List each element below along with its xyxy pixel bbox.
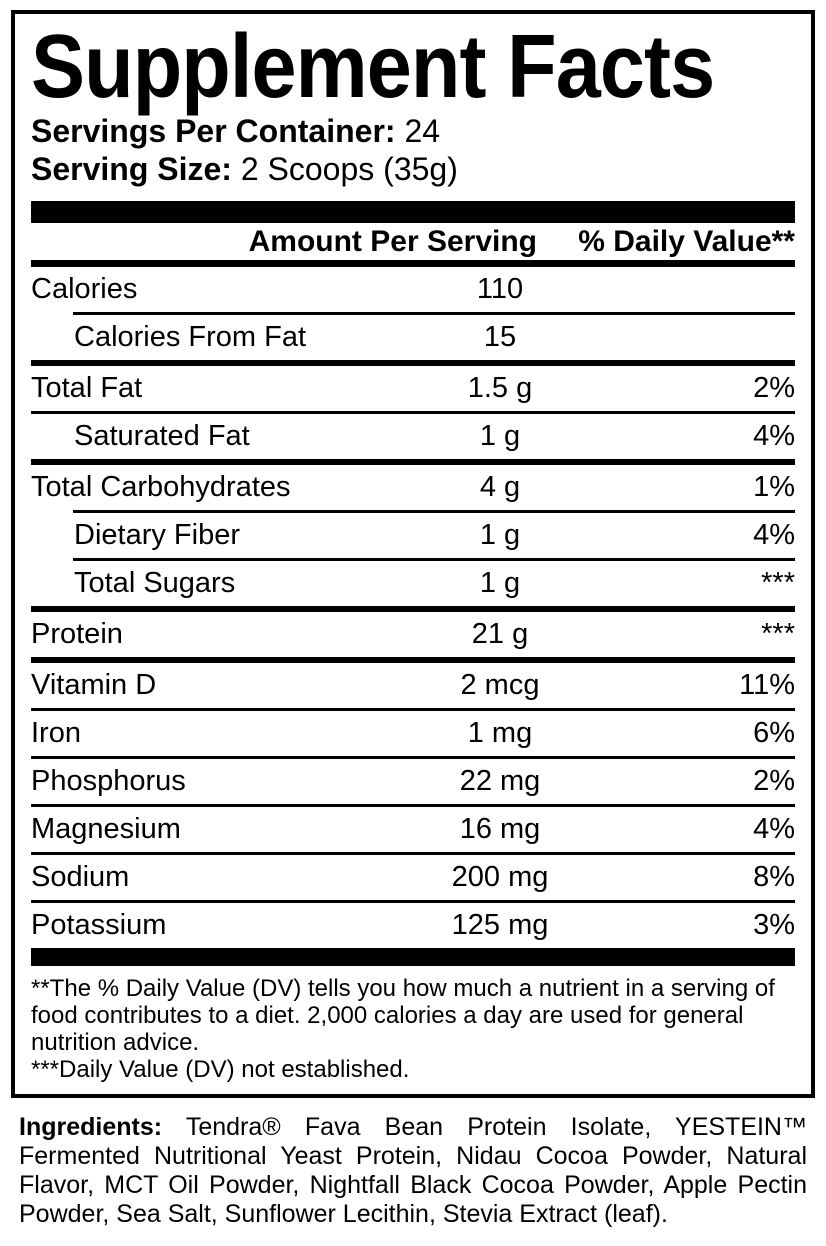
ingredients-line: Ingredients: Tendra® Fava Bean Protein I…: [19, 1113, 807, 1141]
serving-size-label: Serving Size:: [31, 151, 232, 187]
nutrient-name: Total Sugars: [74, 567, 236, 599]
row-divider: [31, 360, 795, 366]
nutrient-amount: 200 mg: [451, 861, 549, 893]
table-row: Total Carbohydrates 4 g 1%: [31, 465, 795, 510]
table-header-row: Amount Per Serving % Daily Value**: [31, 223, 795, 267]
nutrient-name: Calories From Fat: [74, 321, 307, 353]
daily-value-column-header: % Daily Value**: [578, 224, 795, 258]
row-divider: [31, 852, 795, 855]
table-row: Magnesium 16 mg 4%: [31, 807, 795, 852]
nutrient-name: Vitamin D: [31, 669, 157, 701]
table-row: Iron 1 mg 6%: [31, 711, 795, 756]
nutrient-daily-value: 8%: [753, 861, 795, 893]
table-row: Total Sugars 1 g ***: [31, 561, 795, 606]
nutrient-table: Calories 110 Calories From Fat 15 Total Fat 1…: [31, 267, 795, 948]
footnote-line: ***Daily Value (DV) not established.: [31, 1056, 410, 1083]
nutrient-amount: 21 g: [471, 618, 529, 650]
nutrient-name: Protein: [31, 618, 123, 650]
table-row: Total Fat 1.5 g 2%: [31, 366, 795, 411]
nutrient-daily-value: 4%: [753, 420, 795, 452]
row-divider: [31, 900, 795, 903]
serving-size: Serving Size: 2 Scoops (35g): [31, 150, 795, 188]
nutrient-amount: 15: [483, 321, 517, 353]
table-row: Sodium 200 mg 8%: [31, 855, 795, 900]
nutrient-name: Dietary Fiber: [74, 519, 240, 551]
nutrient-name: Calories: [31, 273, 138, 305]
row-divider: [73, 510, 795, 513]
footnote-line: nutrition advice.: [31, 1029, 200, 1056]
row-divider: [31, 459, 795, 465]
table-row: Protein 21 g ***: [31, 612, 795, 657]
nutrient-name: Iron: [31, 717, 81, 749]
row-divider: [31, 804, 795, 807]
table-row: Saturated Fat 1 g 4%: [31, 414, 795, 459]
nutrient-name: Saturated Fat: [74, 420, 250, 452]
nutrient-amount: 1 mg: [467, 717, 533, 749]
nutrient-daily-value: 4%: [753, 519, 795, 551]
servings-per-container-value: 24: [404, 113, 441, 149]
footnote-line: food contributes to a diet. 2,000 calori…: [31, 1002, 744, 1029]
serving-size-value: 2 Scoops (35g): [240, 151, 458, 187]
ingredients-label: Ingredients:: [19, 1113, 163, 1141]
nutrient-daily-value: 2%: [753, 765, 795, 797]
nutrient-daily-value: 1%: [753, 471, 795, 503]
nutrient-amount: 1 g: [479, 519, 521, 551]
ingredients-line: Fermented Nutritional Yeast Protein, Nid…: [19, 1142, 807, 1170]
footnotes: **The % Daily Value (DV) tells you how m…: [31, 975, 795, 1083]
nutrient-amount: 1 g: [479, 420, 521, 452]
nutrient-daily-value: 2%: [753, 372, 795, 404]
table-row: Dietary Fiber 1 g 4%: [31, 513, 795, 558]
row-divider: [31, 708, 795, 711]
nutrient-amount: 4 g: [479, 471, 521, 503]
servings-per-container: Servings Per Container: 24: [31, 112, 795, 150]
supplement-facts-panel: Supplement Facts Servings Per Container:…: [11, 10, 815, 1098]
nutrient-amount: 22 mg: [459, 765, 541, 797]
table-row: Vitamin D 2 mcg 11%: [31, 663, 795, 708]
divider-bar-top: [31, 201, 795, 223]
nutrient-name: Total Carbohydrates: [31, 471, 291, 503]
table-row: Phosphorus 22 mg 2%: [31, 759, 795, 804]
nutrient-daily-value: ***: [761, 618, 795, 650]
ingredients-line: Flavor, MCT Oil Powder, Nightfall Black …: [19, 1171, 807, 1199]
divider-bar-bottom: [31, 948, 795, 966]
nutrient-daily-value: 6%: [753, 717, 795, 749]
nutrient-daily-value: 4%: [753, 813, 795, 845]
amount-column-header: Amount Per Serving: [248, 224, 537, 258]
table-row: Calories From Fat 15: [31, 315, 795, 360]
row-divider: [31, 411, 795, 414]
table-row: Potassium 125 mg 3%: [31, 903, 795, 948]
nutrient-name: Phosphorus: [31, 765, 186, 797]
ingredients-line: Powder, Sea Salt, Sunflower Lecithin, St…: [19, 1200, 668, 1228]
panel-title: Supplement Facts: [31, 17, 715, 117]
nutrient-amount: 1.5 g: [467, 372, 533, 404]
row-divider: [31, 657, 795, 663]
row-divider: [73, 558, 795, 561]
nutrient-name: Total Fat: [31, 372, 143, 404]
nutrient-amount: 2 mcg: [460, 669, 540, 701]
table-row: Calories 110: [31, 267, 795, 312]
nutrient-amount: 125 mg: [451, 909, 549, 941]
nutrient-name: Magnesium: [31, 813, 181, 845]
nutrient-amount: 110: [476, 273, 524, 305]
row-divider: [31, 756, 795, 759]
nutrient-name: Potassium: [31, 909, 167, 941]
nutrient-amount: 16 mg: [459, 813, 541, 845]
nutrient-name: Sodium: [31, 861, 130, 893]
supplement-label-page: Supplement Facts Servings Per Container:…: [0, 10, 826, 1246]
ingredients-section: Ingredients: Tendra® Fava Bean Protein I…: [19, 1113, 807, 1229]
row-divider: [31, 606, 795, 612]
nutrient-daily-value: 11%: [739, 669, 795, 701]
nutrient-daily-value: ***: [761, 567, 795, 599]
servings-per-container-label: Servings Per Container:: [31, 113, 396, 149]
nutrient-daily-value: 3%: [753, 909, 795, 941]
nutrient-amount: 1 g: [479, 567, 521, 599]
footnote-line: **The % Daily Value (DV) tells you how m…: [31, 975, 775, 1002]
row-divider: [73, 312, 795, 315]
